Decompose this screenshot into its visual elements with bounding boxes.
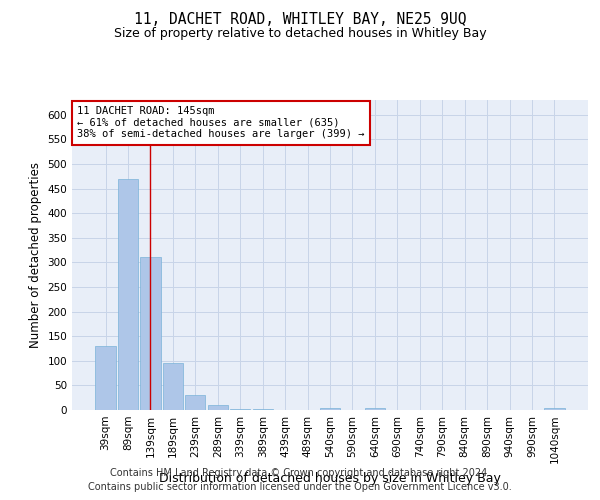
Bar — [320, 408, 340, 410]
Bar — [365, 408, 385, 410]
Y-axis label: Number of detached properties: Number of detached properties — [29, 162, 42, 348]
Bar — [185, 395, 205, 410]
Bar — [140, 258, 161, 410]
Bar — [544, 408, 565, 410]
Text: 11 DACHET ROAD: 145sqm
← 61% of detached houses are smaller (635)
38% of semi-de: 11 DACHET ROAD: 145sqm ← 61% of detached… — [77, 106, 365, 140]
Bar — [253, 409, 273, 410]
Text: Contains public sector information licensed under the Open Government Licence v3: Contains public sector information licen… — [88, 482, 512, 492]
Bar — [95, 346, 116, 410]
X-axis label: Distribution of detached houses by size in Whitley Bay: Distribution of detached houses by size … — [159, 472, 501, 484]
Text: 11, DACHET ROAD, WHITLEY BAY, NE25 9UQ: 11, DACHET ROAD, WHITLEY BAY, NE25 9UQ — [134, 12, 466, 28]
Bar — [208, 405, 228, 410]
Bar — [118, 178, 138, 410]
Text: Size of property relative to detached houses in Whitley Bay: Size of property relative to detached ho… — [113, 28, 487, 40]
Bar — [230, 408, 250, 410]
Bar — [163, 364, 183, 410]
Text: Contains HM Land Registry data © Crown copyright and database right 2024.: Contains HM Land Registry data © Crown c… — [110, 468, 490, 477]
